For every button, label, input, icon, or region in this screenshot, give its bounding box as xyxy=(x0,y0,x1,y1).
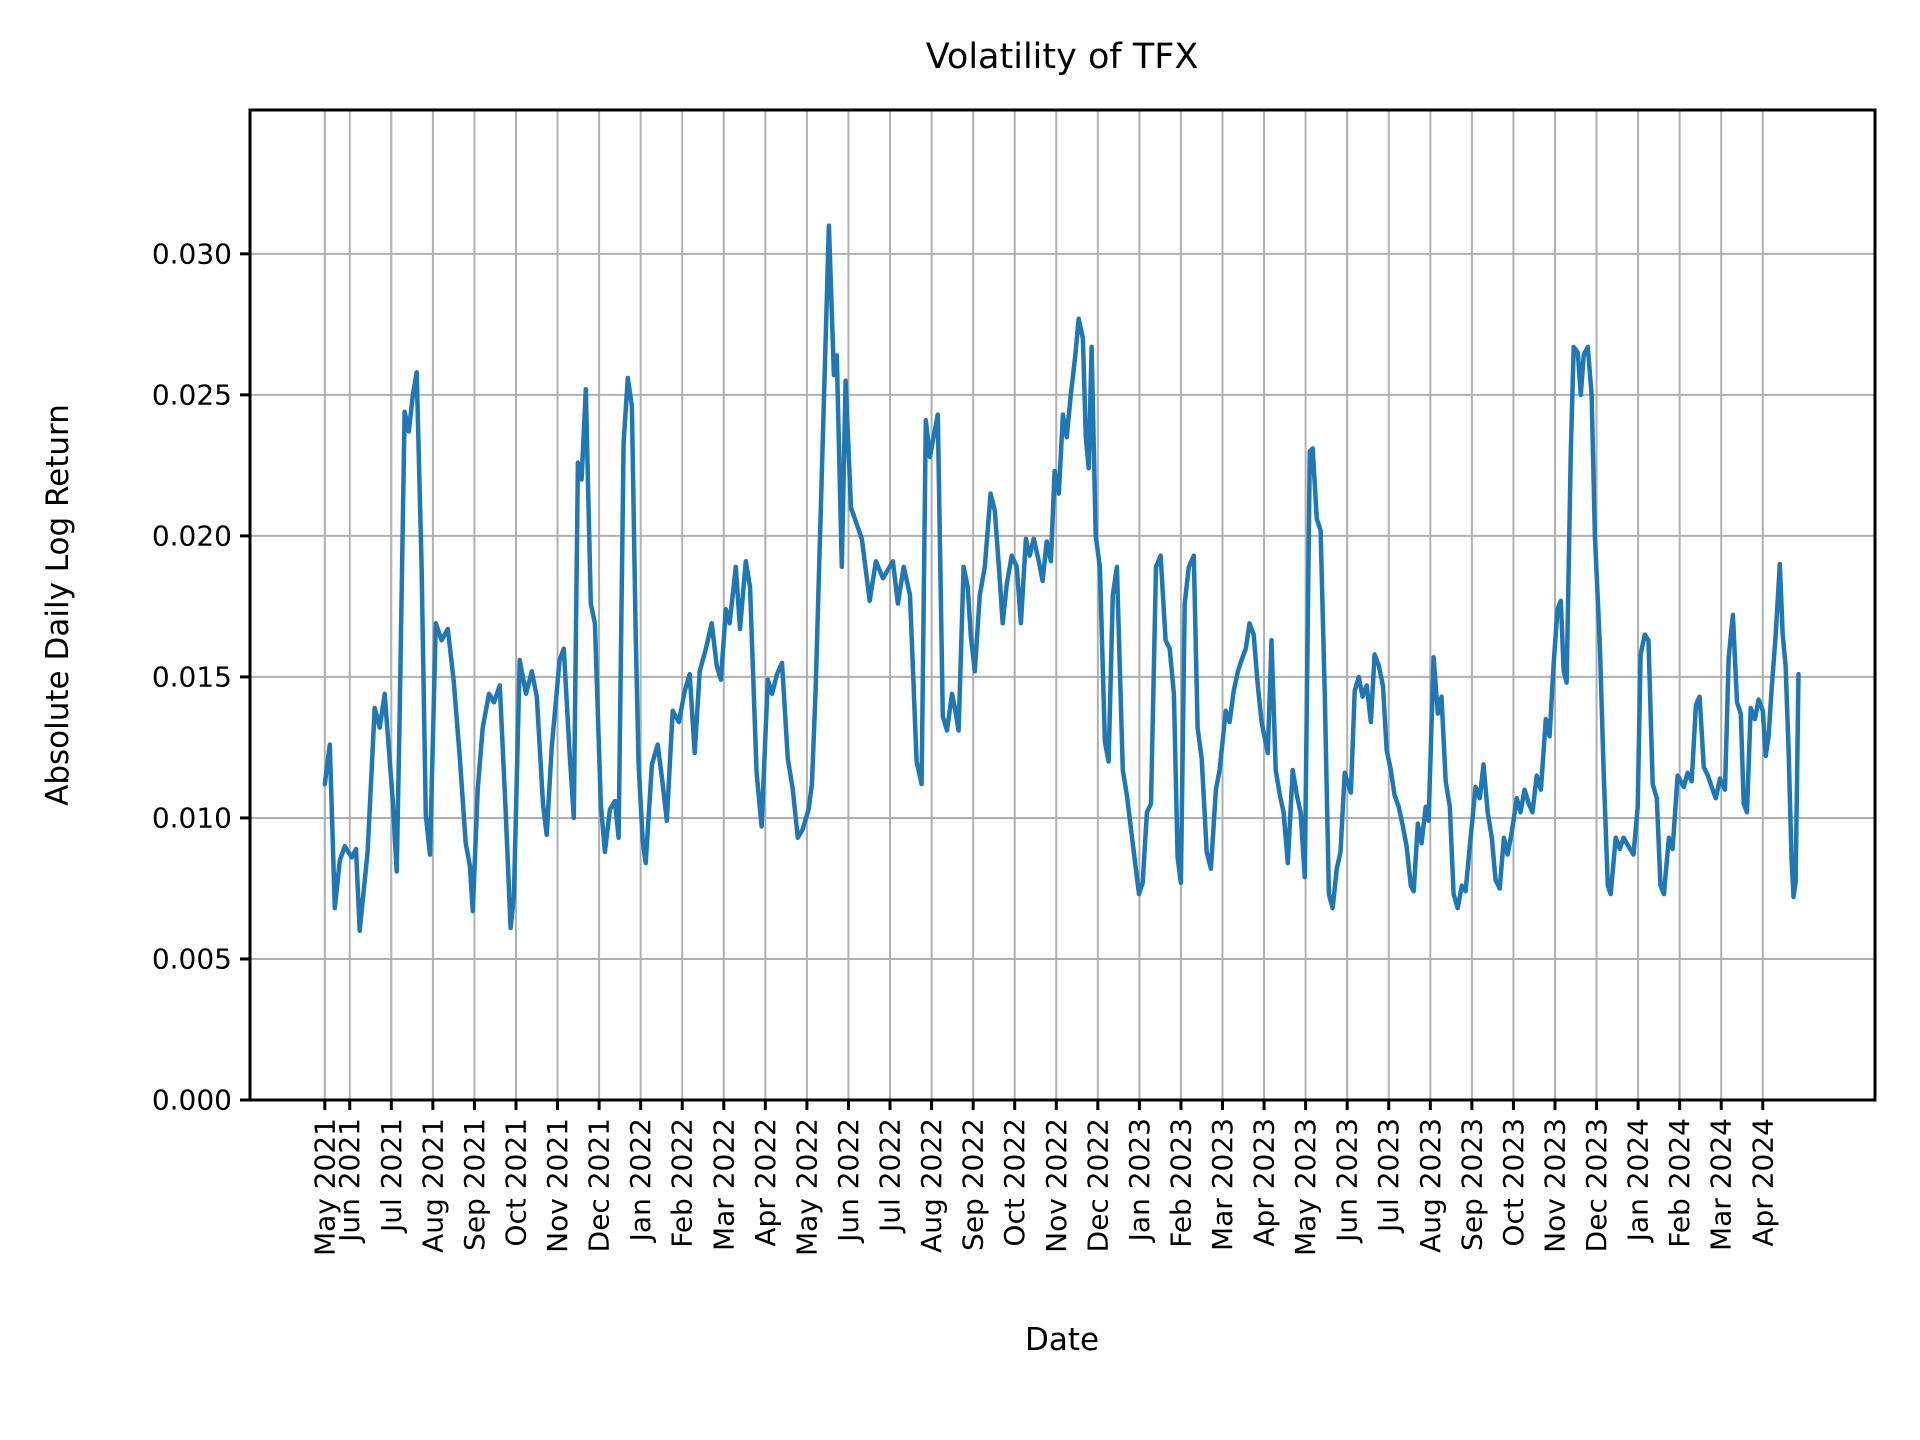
x-tick-label: Sep 2021 xyxy=(458,1118,491,1251)
x-tick-label: Jan 2022 xyxy=(624,1118,657,1243)
series-line xyxy=(322,223,1801,934)
x-tick-label: Sep 2022 xyxy=(957,1118,990,1251)
y-tick-label: 0.020 xyxy=(152,519,232,552)
y-tick-label: 0.000 xyxy=(152,1084,232,1117)
x-tick-label: Oct 2023 xyxy=(1497,1118,1530,1247)
y-tick-label: 0.010 xyxy=(152,801,232,834)
x-tick-label: Apr 2024 xyxy=(1746,1118,1779,1247)
x-tick-label: Apr 2022 xyxy=(749,1118,782,1247)
x-tick-label: May 2022 xyxy=(790,1118,823,1256)
x-tick-label: Mar 2022 xyxy=(707,1118,740,1251)
x-tick-label: Dec 2023 xyxy=(1580,1118,1613,1252)
x-tick-label: Jan 2024 xyxy=(1622,1118,1655,1243)
x-tick-label: Apr 2023 xyxy=(1248,1118,1281,1247)
x-tick-label: Jan 2023 xyxy=(1123,1118,1156,1243)
x-tick-label: Aug 2021 xyxy=(416,1118,449,1253)
plot-border xyxy=(248,108,1877,1102)
x-tick-label: Feb 2024 xyxy=(1663,1118,1696,1248)
x-tick-label: Oct 2022 xyxy=(998,1118,1031,1247)
x-tick-label: Aug 2023 xyxy=(1414,1118,1447,1253)
x-tick-label: Dec 2021 xyxy=(583,1118,616,1252)
x-tick-label: Jun 2023 xyxy=(1331,1118,1364,1244)
x-tick-label: Aug 2022 xyxy=(915,1118,948,1253)
y-tick-label: 0.030 xyxy=(152,237,232,270)
y-tick-label: 0.005 xyxy=(152,942,232,975)
x-tick-label: Sep 2023 xyxy=(1455,1118,1488,1251)
x-tick-label: Jul 2023 xyxy=(1372,1118,1405,1234)
x-tick-label: Nov 2023 xyxy=(1538,1118,1571,1253)
x-tick-label: Jul 2022 xyxy=(874,1118,907,1234)
y-tick-label: 0.025 xyxy=(152,378,232,411)
x-tick-label: Mar 2023 xyxy=(1206,1118,1239,1251)
x-tick-label: Nov 2021 xyxy=(541,1118,574,1253)
x-tick-label: May 2023 xyxy=(1289,1118,1322,1256)
x-tick-label: Jul 2021 xyxy=(375,1118,408,1234)
y-tick-label: 0.015 xyxy=(152,660,232,693)
x-tick-label: May 2021 xyxy=(308,1118,341,1256)
x-tick-label: Feb 2022 xyxy=(666,1118,699,1248)
chart-title: Volatility of TFX xyxy=(925,37,1199,77)
x-axis-label: Date xyxy=(1024,1322,1100,1358)
x-tick-label: Nov 2022 xyxy=(1040,1118,1073,1253)
x-tick-label: Oct 2021 xyxy=(499,1118,532,1247)
x-tick-label: Feb 2023 xyxy=(1164,1118,1197,1248)
x-tick-label: Jun 2021 xyxy=(333,1118,366,1244)
x-tick-label: Dec 2022 xyxy=(1081,1118,1114,1252)
x-tick-label: Jun 2022 xyxy=(832,1118,865,1244)
x-tick-label: Mar 2024 xyxy=(1705,1118,1738,1251)
